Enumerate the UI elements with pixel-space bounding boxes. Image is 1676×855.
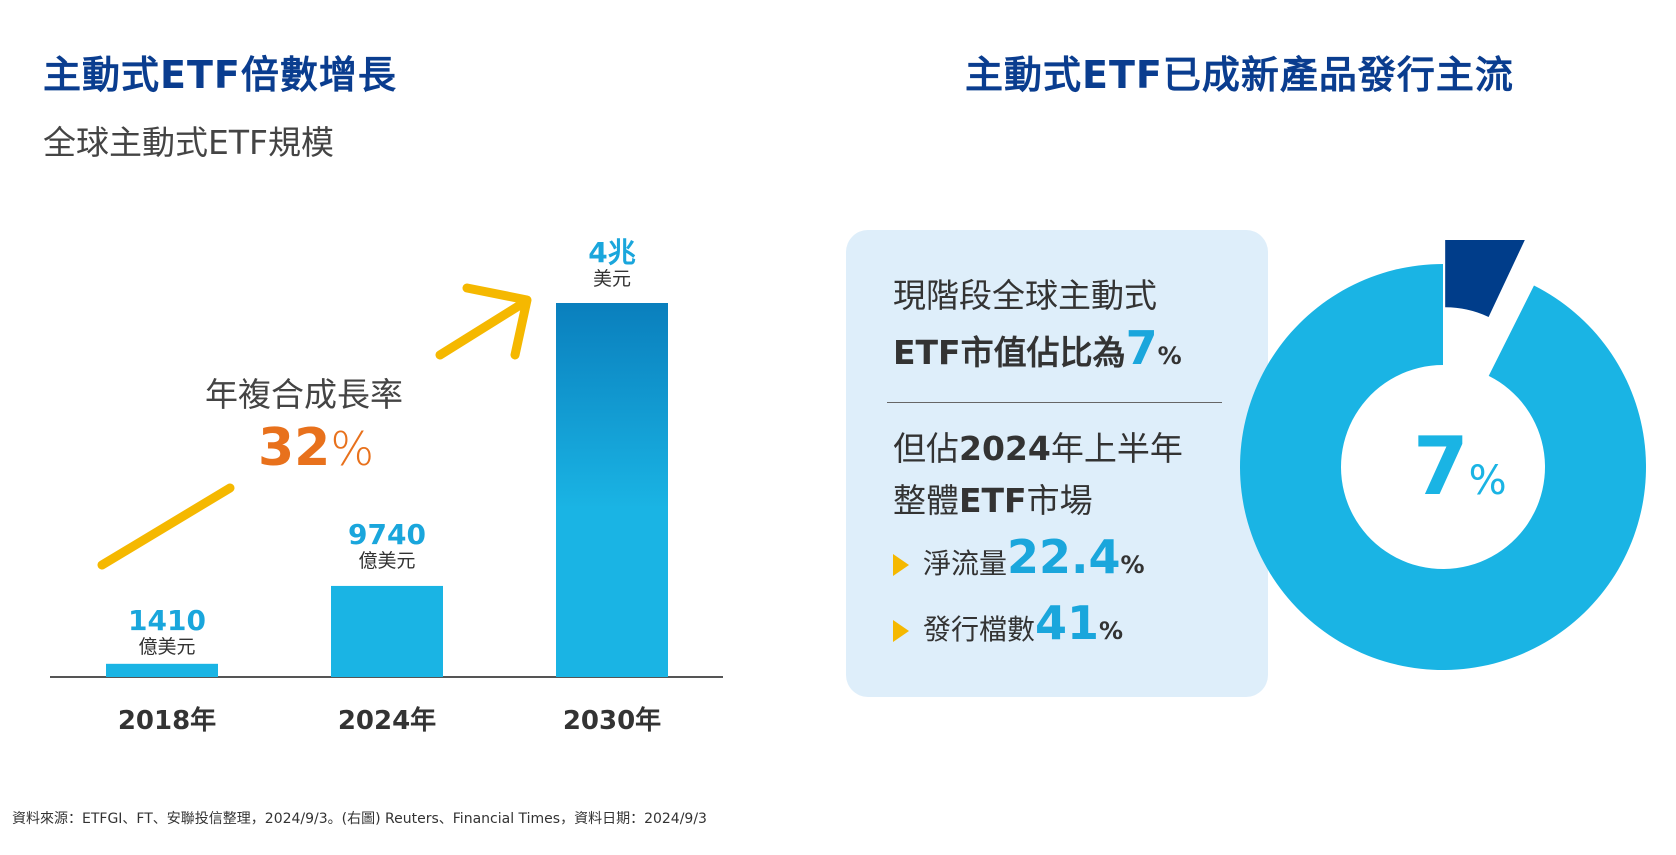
bar-unit: 美元 [592, 268, 631, 290]
left-title: 主動式ETF倍數增長 [43, 53, 397, 97]
bar-value: 1410 [128, 604, 206, 637]
panel-line1: 現階段全球主動式 [893, 276, 1157, 315]
text: 淨流量 [923, 547, 1008, 580]
triangle-bullet-icon [893, 620, 909, 642]
item-net-flow: 淨流量22.4% [893, 531, 1253, 591]
text: 但佔 [893, 429, 959, 468]
bar-label-2024: 9740 億美元 [297, 518, 477, 573]
panel-line2: ETF市值佔比為 [893, 333, 1126, 372]
growth-arrow-tail [97, 483, 235, 570]
info-panel [846, 230, 1268, 697]
panel-divider [887, 402, 1222, 403]
donut-center-unit: % [1468, 458, 1507, 504]
growth-arrow-shaft [435, 297, 530, 360]
text: 整體 [893, 481, 959, 520]
bar-value: 9740 [348, 518, 426, 551]
bar-2018年 [106, 663, 218, 677]
donut-center-value: 7 [1413, 420, 1469, 513]
bar-2030年 [556, 303, 668, 677]
x-tick-label: 2030年 [562, 706, 662, 736]
donut-slice-0 [1445, 240, 1525, 317]
cagr-value: 32% [258, 418, 374, 478]
bar-label-2018: 1410 億美元 [77, 604, 257, 659]
text: ETF [959, 481, 1027, 520]
cagr-unit: % [330, 422, 375, 476]
donut-chart [1240, 240, 1646, 670]
text: 發行檔數 [923, 613, 1036, 646]
share-value: 7 [1125, 321, 1158, 375]
x-tick-label: 2018年 [117, 706, 217, 736]
cagr-label: 年複合成長率 [205, 375, 403, 414]
right-title: 主動式ETF已成新產品發行主流 [965, 53, 1514, 97]
item-issuance: 發行檔數41% [893, 597, 1253, 657]
triangle-bullet-icon [893, 554, 909, 576]
share-unit: % [1157, 342, 1182, 370]
x-tick-label: 2024年 [337, 706, 437, 736]
left-subtitle: 全球主動式ETF規模 [43, 123, 334, 162]
bar-chart [50, 283, 723, 678]
text: 年上半年 [1050, 429, 1183, 468]
text: 2024 [959, 429, 1051, 468]
bar-unit: 億美元 [138, 636, 196, 658]
bar-unit: 億美元 [358, 550, 416, 572]
net-flow-value: 22.4 [1007, 530, 1121, 584]
bar-label-2030: 4兆 美元 [522, 236, 702, 291]
text: 市場 [1026, 481, 1093, 520]
text: % [1120, 551, 1145, 579]
donut-slice-1 [1240, 264, 1646, 670]
cagr-number: 32 [258, 418, 331, 478]
growth-arrow-head [462, 283, 532, 360]
bar-value: 4兆 [588, 236, 636, 269]
panel-content: 現階段全球主動式 ETF市值佔比為7% 但佔2024年上半年 整體ETF市場 淨… [887, 270, 1253, 657]
text: % [1099, 617, 1124, 645]
bar-2024年 [331, 585, 443, 677]
footnote: 資料來源：ETFGI、FT、安聯投信整理，2024/9/3。(右圖) Reute… [12, 811, 707, 827]
issuance-value: 41 [1035, 596, 1100, 650]
donut-center-label: 7% [1413, 420, 1507, 513]
